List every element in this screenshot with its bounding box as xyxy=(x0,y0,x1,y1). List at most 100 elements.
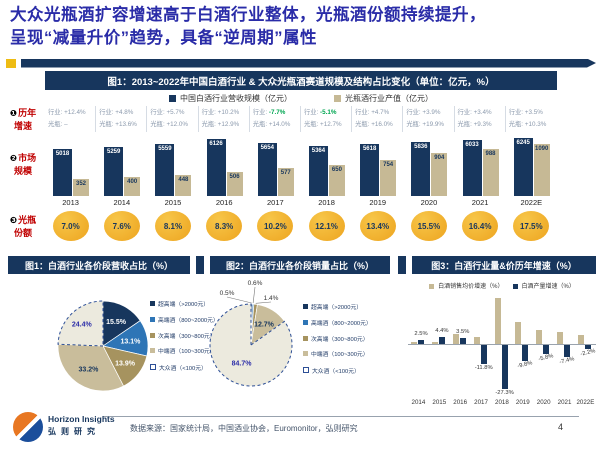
share-cell: 8.1% xyxy=(147,211,198,241)
pie-legend-item: 次高端（300~800元） xyxy=(303,335,372,344)
industry-growth-prefix: 行业: xyxy=(252,109,269,116)
chart3-legend-item: 白酒产量增速（%） xyxy=(512,281,575,290)
chart3-year-label: 2015 xyxy=(432,399,447,406)
bottle-share-row: 7.0% 7.6% 8.1% 8.3% 10.2% 12.1% 13.4% 15.5% 16.4… xyxy=(45,211,557,241)
price-growth-bar xyxy=(578,335,585,344)
year-label: 2022E xyxy=(520,198,543,207)
industry-growth-value: +3.9% xyxy=(422,109,441,116)
bottle-bar-value: 352 xyxy=(75,181,86,187)
pie-legend-swatch-icon xyxy=(150,364,156,371)
growth-cell: 行业: +3.9% 光瓶: +19.9% xyxy=(403,106,455,132)
price-growth-bar xyxy=(557,332,564,344)
bottle-bar xyxy=(226,172,243,196)
bar-group: 6245 1090 xyxy=(506,132,557,196)
growth-rate-row: 行业: +12.4% 光瓶: – 行业: +4.8% 光瓶: +13.6% 行业: +5… xyxy=(45,106,557,132)
bottle-bar-value: 1090 xyxy=(535,146,549,152)
pie-legend-label: 次高端（300~800元） xyxy=(158,333,216,340)
chart3-legend-swatch-icon xyxy=(512,284,518,289)
industry-bar xyxy=(411,142,431,196)
bottle-bar xyxy=(124,177,141,196)
bottle-bar xyxy=(175,175,192,196)
bottle-growth-prefix: 光瓶: xyxy=(457,120,474,128)
panel-divider-stub xyxy=(196,256,204,274)
panel-divider-stub xyxy=(398,256,406,274)
page-title-line1: 大众光瓶酒扩容增速高于白酒行业整体，光瓶酒份额持续提升， xyxy=(10,6,486,24)
pie-callout-line xyxy=(252,286,256,304)
bottle-growth-prefix: 光瓶: xyxy=(48,120,65,128)
year-label: 2020 xyxy=(420,198,438,207)
chart3-year-label: 2022E xyxy=(576,399,595,406)
industry-growth-value: +5.7% xyxy=(166,109,185,116)
pie-legend-swatch-icon xyxy=(150,348,155,354)
pie-legend-item: 高端酒（800~2000元） xyxy=(303,319,372,328)
pie-legend-swatch-icon xyxy=(150,332,155,338)
growth-cell: 行业: -5.1% 光瓶: +12.7% xyxy=(301,106,353,132)
share-badge: 17.5% xyxy=(513,211,550,241)
pie-legend-label: 大众酒（<100元） xyxy=(312,369,360,376)
chart3-axis-line xyxy=(408,344,596,345)
year-axis-labels: 2013 2014 2015 2016 2017 2018 2019 2020 2021 2022… xyxy=(45,198,557,207)
industry-growth-value: +4.8% xyxy=(115,109,134,116)
pie-legend-label: 大众酒（<100元） xyxy=(159,366,207,373)
bottle-growth: 光瓶: +10.3% xyxy=(509,119,557,131)
industry-growth: 行业: +3.5% xyxy=(509,107,557,119)
bottle-growth: 光瓶: +12.7% xyxy=(304,119,351,131)
badge-1: ❶ xyxy=(9,108,18,118)
pie-legend-label: 高端酒（800~2000元） xyxy=(158,317,219,324)
industry-bar-value: 6033 xyxy=(465,142,479,148)
chart3-x-axis: 2014 2015 2016 2017 2018 2019 2020 2021 2022E xyxy=(408,399,596,406)
bottle-growth-value: +9.3% xyxy=(473,120,492,128)
bottle-bar-value: 577 xyxy=(280,170,291,176)
chart3-year-label: 2017 xyxy=(474,399,488,406)
pie2-legend: 超高端（>2000元） 高端酒（800~2000元） 次高端（300~800元） 中端… xyxy=(303,304,372,384)
growth-value-label: -11.8% xyxy=(474,364,493,371)
volume-growth-bar xyxy=(543,345,550,355)
industry-bar-value: 5618 xyxy=(362,146,377,152)
bottle-growth: 光瓶: – xyxy=(48,119,95,131)
legend-item: 中国白酒行业营收规模（亿元） xyxy=(169,93,292,104)
pie-slice-label: 33.2% xyxy=(79,366,100,373)
growth-cell: 行业: -7.7% 光瓶: +14.0% xyxy=(250,106,301,132)
share-badge: 15.5% xyxy=(410,211,447,241)
year-label: 2021 xyxy=(471,198,489,207)
pie-slice-label: 0.5% xyxy=(220,290,235,297)
chart3-legend-swatch-icon xyxy=(429,284,435,289)
industry-bar xyxy=(53,149,72,196)
bottle-bar xyxy=(380,160,397,196)
main-bar-chart: 5018 352 5259 400 5559 448 6126 506 5654 577 5364 6… xyxy=(45,132,557,196)
industry-bar xyxy=(462,140,482,196)
pie-legend-label: 次高端（300~800元） xyxy=(311,336,369,343)
bottle-growth-prefix: 光瓶: xyxy=(99,120,116,128)
growth-cell: 行业: +5.7% 光瓶: +12.0% xyxy=(147,106,199,132)
share-badge: 7.0% xyxy=(52,211,89,241)
bottle-bar-value: 988 xyxy=(485,151,496,157)
rail-label-share: ❸光瓶 份额 xyxy=(9,215,37,238)
share-badge: 12.1% xyxy=(308,211,345,241)
chart3-year-label: 2021 xyxy=(557,399,572,406)
bottle-bar-value: 904 xyxy=(434,155,445,161)
price-growth-bar xyxy=(494,298,501,344)
bottle-growth-value: +14.0% xyxy=(268,120,291,128)
industry-growth: 行业: +3.9% xyxy=(406,107,453,119)
bottle-growth-prefix: 光瓶: xyxy=(406,120,423,128)
growth-bar-chart: 2.5% 4.4% 3.5% -11.8% -27.3% -9.8% -5.8% -7.4% -… xyxy=(408,294,596,398)
bar-group: 5018 352 xyxy=(45,132,96,196)
industry-growth: 行业: +4.8% xyxy=(99,107,146,119)
pie-slice-label: 15.5% xyxy=(106,319,127,326)
rail-label-growth: ❶历年 增速 xyxy=(9,108,37,131)
bar-group: 6126 506 xyxy=(199,132,250,196)
data-source-note: 数据来源：国家统计局，中国酒业协会，Euromonitor，弘则研究 xyxy=(130,424,358,433)
bottle-growth-prefix: 光瓶: xyxy=(303,120,321,128)
pie-slice-label: 0.6% xyxy=(248,280,263,287)
badge-2: ❷ xyxy=(9,153,18,163)
industry-growth: 行业: +5.7% xyxy=(150,107,197,119)
logo-title: Horizon Insights xyxy=(48,414,115,424)
year-label: 2015 xyxy=(164,198,182,207)
price-growth-bar xyxy=(473,336,480,344)
pie-legend-swatch-icon xyxy=(303,335,308,341)
pie-slice xyxy=(57,343,125,392)
industry-bar xyxy=(360,144,380,196)
bar-group: 5654 577 xyxy=(250,132,301,196)
industry-growth: 行业: -5.1% xyxy=(304,107,351,119)
pie-slice-label: 1.4% xyxy=(264,295,279,302)
